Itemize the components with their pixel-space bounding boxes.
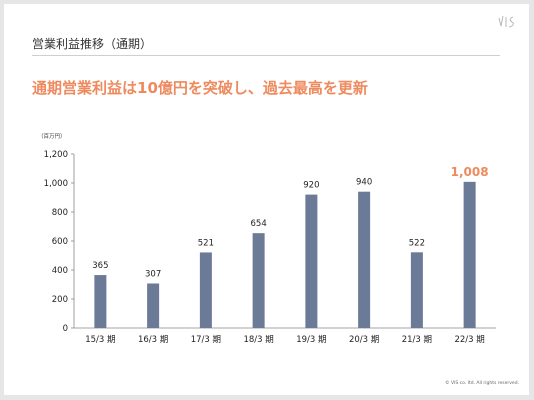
vis-logo-icon xyxy=(498,15,514,28)
bar xyxy=(94,275,107,328)
y-tick-label: 800 xyxy=(52,208,68,218)
bar xyxy=(199,252,212,328)
bar xyxy=(252,233,265,328)
highlight-data-label: 1,008 xyxy=(451,165,489,179)
data-label: 920 xyxy=(303,181,319,191)
data-label: 654 xyxy=(251,219,267,229)
x-tick-label: 22/3 期 xyxy=(454,335,484,345)
y-tick-label: 1,000 xyxy=(44,179,68,189)
y-unit-label: （百万円） xyxy=(38,133,66,140)
bar xyxy=(410,252,423,328)
y-tick-label: 600 xyxy=(52,237,68,247)
x-tick-label: 17/3 期 xyxy=(191,335,221,345)
x-tick-label: 16/3 期 xyxy=(138,335,168,345)
y-tick-label: 200 xyxy=(52,295,68,305)
section-title: 営業利益推移（通期） xyxy=(32,37,153,51)
y-tick-label: 1,200 xyxy=(44,150,68,160)
x-tick-label: 20/3 期 xyxy=(349,335,379,345)
y-tick-label: 400 xyxy=(52,266,68,276)
bar xyxy=(305,194,318,328)
slide: 営業利益推移（通期） 通期営業利益は10億円を突破し、過去最高を更新 （百万円）… xyxy=(4,4,529,395)
bar xyxy=(358,191,371,328)
headline: 通期営業利益は10億円を突破し、過去最高を更新 xyxy=(32,79,368,97)
data-label: 365 xyxy=(92,261,108,271)
data-label: 521 xyxy=(198,238,214,248)
data-label: 522 xyxy=(409,238,425,248)
data-label: 307 xyxy=(145,269,161,279)
y-tick-label: 0 xyxy=(63,324,68,334)
x-tick-label: 21/3 期 xyxy=(402,335,432,345)
x-tick-label: 15/3 期 xyxy=(85,335,115,345)
operating-profit-chart: （百万円） 0 200 400 600 800 1,000 1,200 365 15/3 期 307… xyxy=(38,133,496,345)
data-label: 940 xyxy=(356,178,372,188)
header-divider xyxy=(32,55,500,56)
bar xyxy=(147,283,160,328)
x-tick-label: 18/3 期 xyxy=(243,335,273,345)
x-tick-label: 19/3 期 xyxy=(296,335,326,345)
bar xyxy=(463,181,476,328)
copyright-footer: © VIS co. ltd. All rights reserved. xyxy=(445,381,519,386)
